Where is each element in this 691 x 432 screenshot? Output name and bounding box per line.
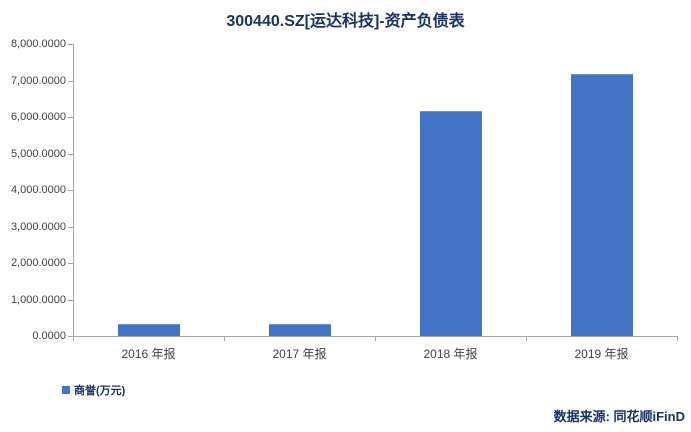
y-axis-line xyxy=(73,44,74,336)
y-axis-tick xyxy=(68,80,73,82)
y-axis-tick-label: 4,000.0000 xyxy=(10,184,66,196)
y-axis-tick xyxy=(68,299,73,301)
y-axis-tick xyxy=(68,336,73,337)
y-axis-tick-label: 8,000.0000 xyxy=(10,38,66,50)
y-axis-tick-label: 1,000.0000 xyxy=(10,293,66,306)
y-axis-tick xyxy=(68,263,73,264)
bar-2018-年报 xyxy=(419,111,482,336)
y-axis-tick xyxy=(68,190,73,191)
x-axis-category-label: 2019 年报 xyxy=(574,347,629,361)
y-axis-tick xyxy=(68,226,73,228)
legend-marker-icon xyxy=(62,386,70,394)
y-axis-tick xyxy=(68,44,73,45)
y-axis-tick-label: 6,000.0000 xyxy=(10,111,66,123)
bar-2019-年报 xyxy=(570,74,633,336)
bar-2016-年报 xyxy=(117,324,180,336)
x-axis-tick xyxy=(375,336,376,341)
chart-title: 300440.SZ[运达科技]-资产负债表 xyxy=(226,13,465,30)
legend: 商誉(万元) xyxy=(62,382,125,398)
y-axis-tick xyxy=(68,153,73,155)
x-axis-tick xyxy=(73,336,74,341)
y-axis-tick-label: 5,000.0000 xyxy=(10,147,66,160)
x-axis-tick xyxy=(224,336,225,341)
x-axis-category-label: 2016 年报 xyxy=(121,347,176,361)
bar-2017-年报 xyxy=(268,324,331,336)
x-axis-tick xyxy=(526,336,527,341)
y-axis-tick xyxy=(68,117,73,118)
x-axis-tick xyxy=(677,336,678,341)
legend-label: 商誉(万元) xyxy=(74,385,126,397)
x-axis-category-label: 2017 年报 xyxy=(272,347,327,361)
y-axis-tick-label: 7,000.0000 xyxy=(10,74,66,87)
y-axis-tick-label: 0.0000 xyxy=(32,330,66,342)
y-axis-tick-label: 2,000.0000 xyxy=(10,257,66,269)
x-axis-category-label: 2018 年报 xyxy=(423,347,478,361)
y-axis-tick-label: 3,000.0000 xyxy=(10,220,66,233)
data-source-note: 数据来源: 同花顺iFinD xyxy=(553,409,685,424)
